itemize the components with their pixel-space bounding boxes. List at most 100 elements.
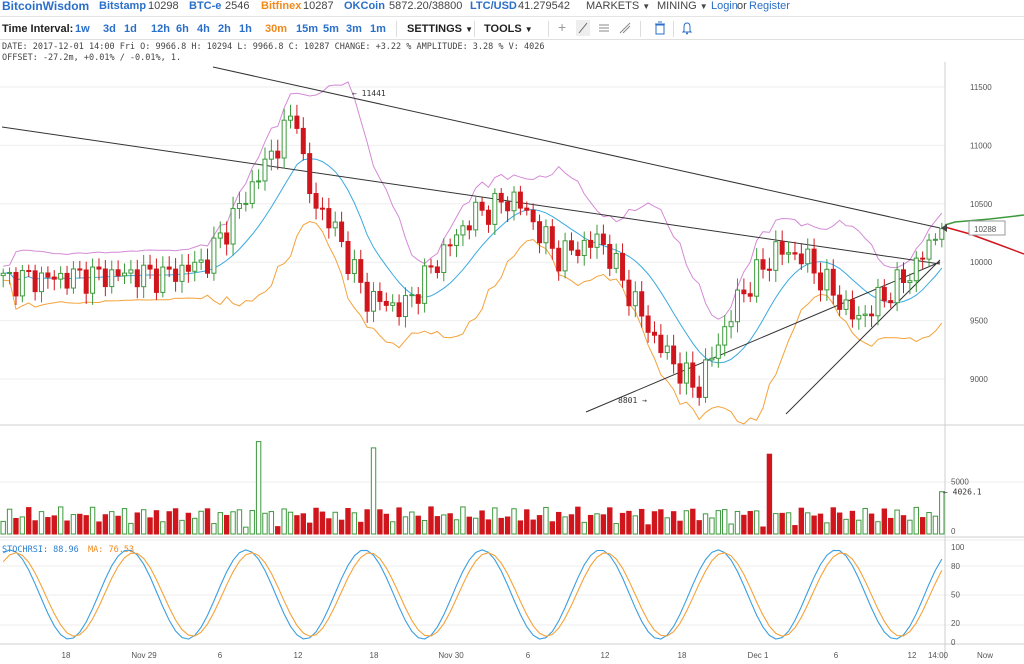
interval-1w[interactable]: 1w: [75, 23, 90, 35]
volume-bar: [109, 511, 115, 535]
exchange-bitfinex-link[interactable]: Bitfinex: [261, 0, 302, 12]
volume-bar: [766, 453, 773, 535]
volume-bar: [345, 508, 351, 535]
volume-bar: [102, 514, 109, 535]
candle-body: [888, 300, 894, 304]
candle-body: [141, 264, 147, 288]
site-logo[interactable]: BitcoinWisdom: [2, 0, 90, 13]
volume-bar: [709, 517, 715, 535]
login-link[interactable]: Login: [711, 0, 738, 12]
candle-body: [262, 158, 268, 182]
trash-icon[interactable]: [654, 20, 666, 40]
candle-body: [409, 294, 415, 297]
candle-body: [160, 266, 166, 293]
volume-bar: [747, 511, 753, 535]
volume-bar: [894, 509, 900, 535]
interval-1h[interactable]: 1h: [239, 23, 252, 35]
volume-bar: [785, 512, 792, 535]
tools-menu[interactable]: TOOLS ▼: [484, 22, 533, 37]
exchange-bitstamp-link[interactable]: Bitstamp: [99, 0, 147, 12]
hlines-tool-icon[interactable]: [597, 20, 611, 40]
ext-line-down: [944, 226, 1024, 255]
top-navigation-bar: BitcoinWisdom Bitstamp 10298 BTC-e 2546 …: [0, 0, 1024, 17]
candle-body: [307, 153, 313, 195]
candle-body: [268, 150, 274, 160]
settings-menu[interactable]: SETTINGS ▼: [407, 22, 473, 37]
candle-body: [894, 269, 900, 304]
trendline-steep: [785, 259, 941, 415]
interval-4h[interactable]: 4h: [197, 23, 210, 35]
volume-bar: [57, 506, 64, 535]
time-axis-label-3: 12: [294, 651, 303, 660]
stochrsi-lines: [2, 549, 943, 640]
candle-body: [211, 237, 217, 274]
exchange-ltcusd-link[interactable]: LTC/USD: [470, 0, 517, 12]
fibonacci-tool-icon[interactable]: [618, 20, 632, 40]
volume-bar: [734, 510, 741, 535]
volume-bar: [243, 526, 249, 535]
mining-menu[interactable]: MINING ▼: [657, 0, 708, 13]
candle-body: [313, 193, 319, 209]
volume-bar: [134, 512, 140, 535]
candle-body: [798, 253, 804, 265]
crosshair-icon[interactable]: +: [558, 19, 567, 35]
candle-body: [454, 234, 460, 246]
exchange-bitfinex-price: 10287: [303, 0, 334, 12]
interval-12h[interactable]: 12h: [151, 23, 170, 35]
candle-body: [402, 295, 408, 318]
interval-2h[interactable]: 2h: [218, 23, 231, 35]
candle-body: [115, 269, 121, 277]
interval-1d[interactable]: 1d: [124, 23, 137, 35]
interval-6h[interactable]: 6h: [176, 23, 189, 35]
candle-body: [632, 291, 638, 307]
candle-body: [205, 259, 211, 274]
bell-icon[interactable]: [681, 20, 693, 40]
interval-1m[interactable]: 1m: [370, 23, 386, 35]
volume-bar: [811, 515, 817, 535]
candle-body: [422, 265, 428, 304]
candle-body: [109, 269, 115, 288]
volume-bar: [402, 516, 409, 535]
candle-body: [434, 266, 440, 274]
candle-body: [511, 191, 517, 212]
interval-3d[interactable]: 3d: [103, 23, 116, 35]
volume-bar: [581, 521, 587, 535]
candle-body: [96, 266, 102, 270]
interval-15m[interactable]: 15m: [296, 23, 319, 35]
candle-body: [122, 272, 128, 277]
candle-body: [760, 259, 766, 270]
volume-bar: [587, 514, 594, 535]
volume-bar: [888, 517, 894, 535]
volume-bar: [287, 511, 294, 535]
volume-bar: [536, 515, 543, 535]
candle-body: [837, 294, 843, 310]
trash-glyph: [655, 21, 665, 35]
time-axis-label-1: Nov 29: [131, 651, 157, 660]
candle-body: [77, 268, 83, 271]
candle-body: [856, 314, 862, 320]
register-link[interactable]: Register: [749, 0, 790, 12]
candle-body: [517, 191, 523, 209]
candle-body: [677, 363, 683, 384]
candle-body: [13, 271, 19, 297]
time-axis-label-5: Nov 30: [438, 651, 464, 660]
trendline-upper: [212, 66, 941, 229]
candle-body: [441, 244, 447, 274]
volume-bar: [460, 506, 466, 535]
exchange-btce-link[interactable]: BTC-e: [189, 0, 222, 12]
candle-body: [358, 259, 364, 283]
candle-body: [505, 201, 511, 212]
candle-body: [849, 299, 855, 320]
volume-bar: [313, 507, 319, 535]
interval-3m[interactable]: 3m: [346, 23, 362, 35]
exchange-ltcusd-price: 41.279542: [518, 0, 570, 12]
exchange-okcoin-link[interactable]: OKCoin: [344, 0, 385, 12]
markets-menu[interactable]: MARKETS ▼: [586, 0, 650, 13]
volume-bar: [632, 515, 639, 535]
price-axis-label-3: 10000: [970, 258, 993, 267]
interval-30m[interactable]: 30m: [265, 23, 288, 35]
line-tool-icon[interactable]: [576, 20, 590, 36]
candle-body: [830, 268, 836, 296]
interval-5m[interactable]: 5m: [323, 23, 339, 35]
